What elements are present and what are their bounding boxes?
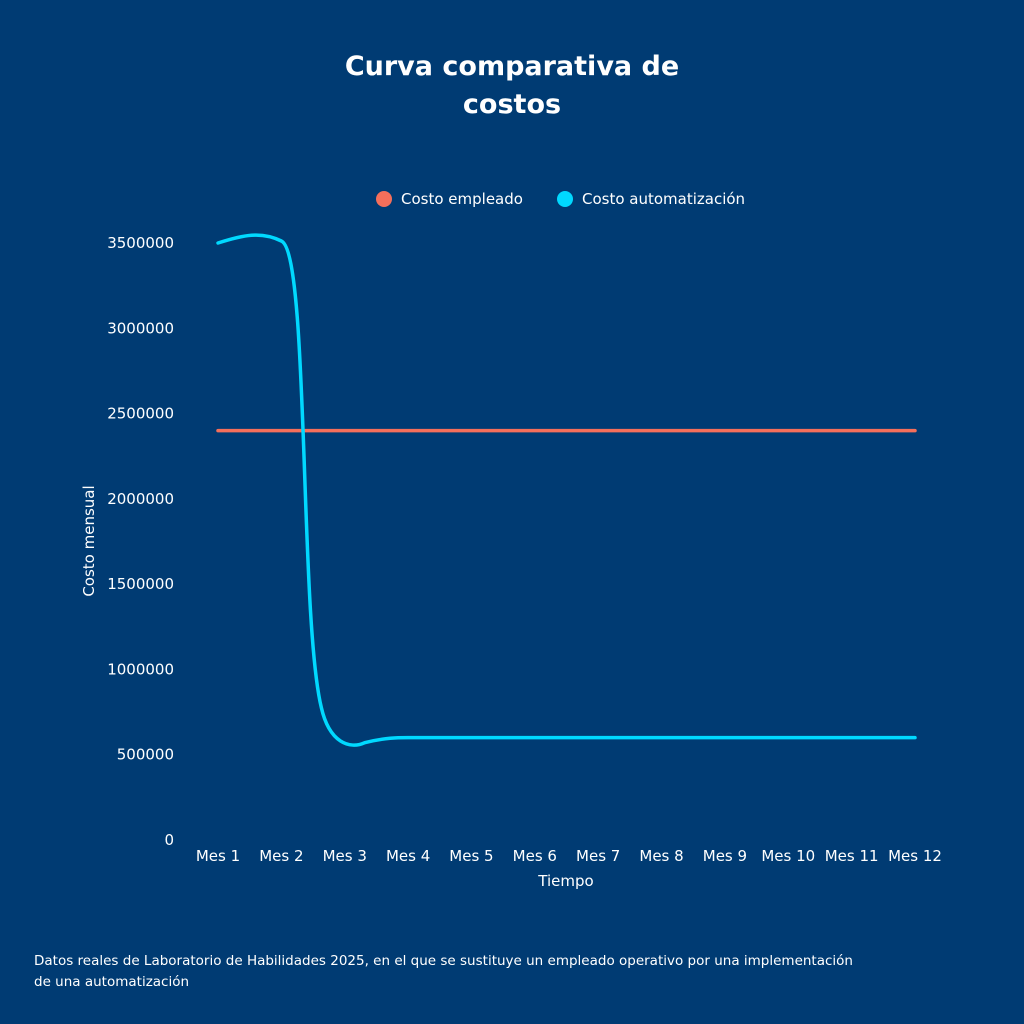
x-tick-label: Mes 12	[888, 847, 942, 865]
legend-label-costo-automatizacion: Costo automatización	[582, 190, 746, 208]
legend-item-costo-empleado[interactable]: Costo empleado	[376, 190, 523, 208]
footnote-line-2: de una automatización	[34, 974, 190, 990]
legend-marker-costo-empleado	[376, 191, 392, 207]
x-tick-label: Mes 7	[576, 847, 620, 865]
y-tick-label: 3000000	[107, 319, 174, 337]
y-tick-label: 1000000	[107, 660, 174, 678]
y-tick-label: 3500000	[107, 234, 174, 252]
series-line-costo-automatizacion	[216, 233, 917, 747]
x-tick-label: Mes 5	[449, 847, 493, 865]
chart-legend: Costo empleado Costo automatización	[0, 190, 1024, 214]
footnote: Datos reales de Laboratorio de Habilidad…	[34, 951, 904, 993]
x-axis-ticks: Mes 1 Mes 2 Mes 3 Mes 4 Mes 5 Mes 6 Mes 7 Mes 8…	[196, 847, 942, 865]
legend-marker-costo-automatizacion	[557, 191, 573, 207]
y-tick-label: 500000	[117, 746, 174, 764]
x-tick-label: Mes 1	[196, 847, 240, 865]
series-lines	[216, 233, 917, 747]
y-tick-label: 2000000	[107, 490, 174, 508]
footnote-line-1: Datos reales de Laboratorio de Habilidad…	[34, 953, 853, 969]
x-tick-label: Mes 8	[639, 847, 683, 865]
legend-label-costo-empleado: Costo empleado	[401, 190, 523, 208]
chart-title-line-1: Curva comparativa de	[344, 51, 680, 82]
y-axis-label: Costo mensual	[80, 485, 98, 596]
y-tick-label: 1500000	[107, 575, 174, 593]
y-tick-label: 2500000	[107, 405, 174, 423]
chart-title: Curva comparativa de costos	[262, 48, 762, 124]
x-tick-label: Mes 4	[386, 847, 430, 865]
y-tick-label: 0	[164, 831, 174, 849]
x-tick-label: Mes 9	[703, 847, 747, 865]
x-tick-label: Mes 10	[761, 847, 815, 865]
chart-title-line-2: costos	[462, 89, 562, 120]
x-tick-label: Mes 6	[513, 847, 557, 865]
y-axis-ticks: 0 500000 1000000 1500000 2000000 2500000 30000…	[107, 234, 174, 849]
x-tick-label: Mes 3	[323, 847, 367, 865]
x-tick-label: Mes 2	[259, 847, 303, 865]
legend-item-costo-automatizacion[interactable]: Costo automatización	[557, 190, 745, 208]
x-tick-label: Mes 11	[825, 847, 879, 865]
x-axis-label: Tiempo	[537, 872, 593, 890]
